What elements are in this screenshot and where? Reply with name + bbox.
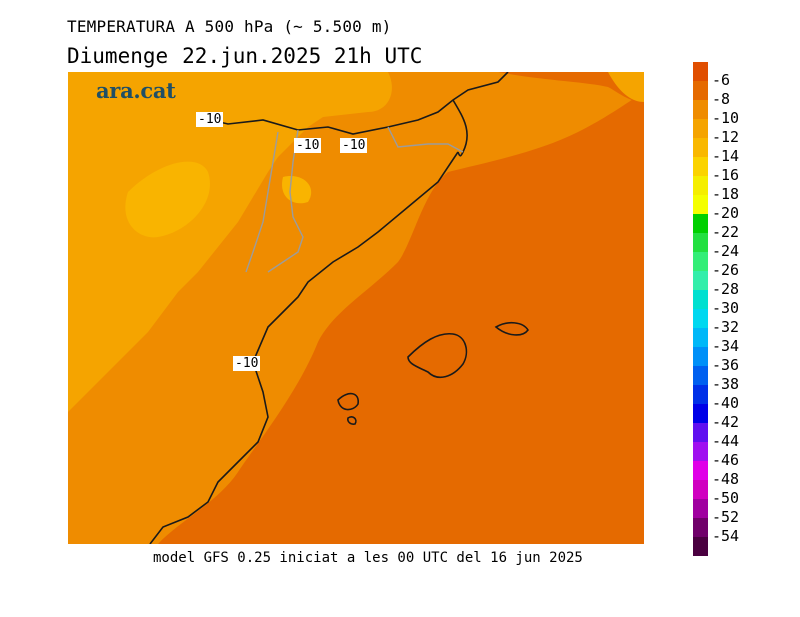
colorbar-swatch (693, 271, 708, 290)
day-label: Diumenge (67, 44, 169, 68)
colorbar-swatch (693, 480, 708, 499)
colorbar-tick-label: -36 (712, 356, 740, 374)
colorbar-tick-label: -48 (712, 470, 740, 488)
colorbar-swatch (693, 347, 708, 366)
colorbar-tick-label: -34 (712, 337, 740, 355)
colorbar-tick-label: -8 (712, 90, 731, 108)
colorbar-swatch (693, 214, 708, 233)
colorbar-swatch (693, 157, 708, 176)
colorbar-tick-label: -14 (712, 147, 740, 165)
colorbar-swatch (693, 138, 708, 157)
chart-title: TEMPERATURA A 500 hPa (~ 5.500 m) (67, 17, 392, 36)
colorbar-swatch (693, 290, 708, 309)
colorbar-swatch (693, 537, 708, 556)
colorbar-swatch (693, 309, 708, 328)
colorbar-tick-label: -52 (712, 508, 740, 526)
colorbar-swatch (693, 119, 708, 138)
colorbar-tick-label: -20 (712, 204, 740, 222)
island-menorca (494, 321, 529, 336)
colorbar-tick-label: -18 (712, 185, 740, 203)
contour-label: -10 (196, 112, 224, 127)
colorbar-tick-label: -40 (712, 394, 740, 412)
contour-label: -10 (340, 138, 368, 153)
colorbar-tick-label: -26 (712, 261, 740, 279)
contour-label: -10 (233, 356, 261, 371)
colorbar-tick-label: -10 (712, 109, 740, 127)
colorbar-swatch (693, 81, 708, 100)
colorbar-swatch (693, 461, 708, 480)
brand-logo[interactable]: ara.cat (96, 78, 176, 103)
colorbar-swatch (693, 195, 708, 214)
colorbar-tick-label: -44 (712, 432, 740, 450)
colorbar-swatch (693, 62, 708, 81)
model-info-footer: model GFS 0.25 iniciat a les 00 UTC del … (153, 550, 583, 566)
band-minus-8 (158, 92, 644, 544)
colorbar-swatch (693, 328, 708, 347)
colorbar-swatch (693, 233, 708, 252)
colorbar-swatch (693, 252, 708, 271)
band-minus-14 (125, 161, 210, 238)
colorbar-swatch (693, 499, 708, 518)
colorbar-tick-label: -54 (712, 527, 740, 545)
colorbar-tick-label: -6 (712, 71, 731, 89)
island-ibiza (337, 392, 359, 411)
colorbar-tick-label: -16 (712, 166, 740, 184)
colorbar-tick-label: -22 (712, 223, 740, 241)
colorbar-tick-label: -38 (712, 375, 740, 393)
colorbar-swatch (693, 423, 708, 442)
colorbar-tick-label: -12 (712, 128, 740, 146)
colorbar-tick-label: -42 (712, 413, 740, 431)
contour-label: -10 (294, 138, 322, 153)
chart-datetime: Diumenge 22.jun.2025 21h UTC (67, 44, 422, 68)
colorbar-tick-label: -24 (712, 242, 740, 260)
colorbar-swatch (693, 442, 708, 461)
colorbar-swatch (693, 518, 708, 537)
band-minus-14-small (282, 176, 312, 204)
colorbar-tick-label: -46 (712, 451, 740, 469)
colorbar-swatch (693, 366, 708, 385)
colorbar-swatch (693, 100, 708, 119)
island-mallorca (407, 332, 468, 379)
time-label: 21h UTC (333, 44, 423, 68)
colorbar-swatch (693, 385, 708, 404)
colorbar-tick-label: -32 (712, 318, 740, 336)
band-minus-12 (68, 72, 392, 412)
colorbar-tick-label: -50 (712, 489, 740, 507)
colorbar-tick-label: -30 (712, 299, 740, 317)
date-label: 22.jun.2025 (182, 44, 322, 68)
colorbar-swatch (693, 176, 708, 195)
band-minus-12-nw-pocket (608, 72, 644, 102)
island-formentera (347, 416, 357, 425)
colorbar (693, 62, 708, 556)
colorbar-tick-label: -28 (712, 280, 740, 298)
band-minus-8-ne (498, 72, 644, 102)
borders (245, 126, 464, 273)
colorbar-swatch (693, 404, 708, 423)
